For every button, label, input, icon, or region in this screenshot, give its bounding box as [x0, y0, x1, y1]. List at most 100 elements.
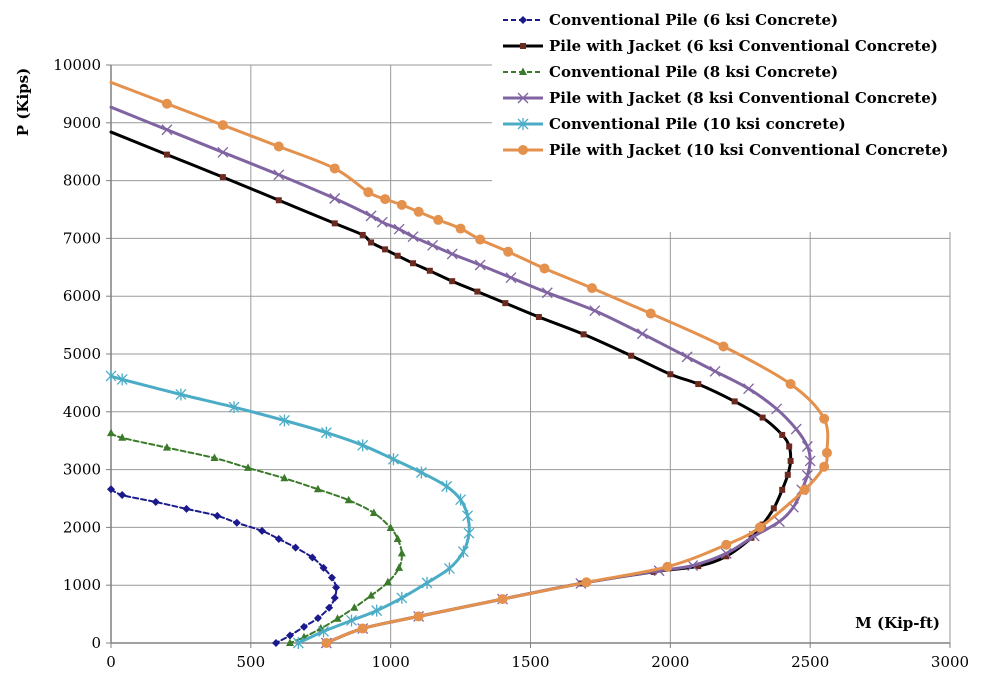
- data-point-2-6: [359, 231, 366, 238]
- data-point-5-11: [455, 493, 467, 506]
- data-point-3-4: [210, 453, 219, 462]
- data-point-4-27: [773, 516, 785, 528]
- data-point-2-9: [394, 252, 401, 259]
- data-point-6-30: [321, 638, 332, 648]
- legend-marker-6: [518, 145, 528, 155]
- data-point-3-13: [395, 563, 404, 571]
- data-point-6-22: [799, 484, 810, 495]
- data-point-3-11: [393, 534, 402, 542]
- data-point-3-5: [244, 463, 253, 471]
- data-point-5-14: [457, 545, 469, 558]
- legend-label-2: Pile with Jacket (6 ksi Conventional Con…: [549, 37, 938, 55]
- y-tick-label-9: 9000: [63, 114, 101, 132]
- data-point-4-22: [801, 441, 813, 452]
- x-tick-label-0: 0: [106, 653, 116, 671]
- data-point-2-13: [474, 288, 481, 295]
- data-point-2-23: [786, 443, 793, 450]
- data-point-3-9: [369, 508, 378, 516]
- x-tick-label-4: 2000: [651, 653, 689, 671]
- data-point-1-1: [107, 485, 115, 494]
- data-point-6-11: [455, 223, 466, 234]
- data-point-4-2: [161, 124, 173, 136]
- legend-marker-2: [520, 43, 526, 49]
- legend-label-3: Conventional Pile (8 ksi Concrete): [549, 63, 838, 81]
- data-point-6-29: [357, 623, 368, 634]
- legend-entry-1: Conventional Pile (6 ksi Concrete): [503, 11, 838, 29]
- data-point-1-7: [258, 526, 267, 535]
- data-point-5-12: [462, 509, 474, 522]
- y-tick-label-6: 6000: [63, 287, 101, 305]
- data-point-5-8: [388, 453, 399, 466]
- legend-marker-1: [519, 16, 527, 24]
- data-point-2-12: [449, 278, 456, 285]
- data-point-3-17: [333, 614, 342, 622]
- data-point-2-21: [759, 414, 766, 421]
- data-point-4-19: [743, 383, 755, 395]
- data-point-4-7: [376, 216, 388, 228]
- data-point-4-29: [720, 547, 732, 559]
- data-point-2-10: [410, 260, 417, 267]
- tick-labels: 0 500 1000 1500 2000 2500 3000 0 1000 2000 3000 400…: [53, 56, 969, 671]
- data-point-1-12: [327, 573, 336, 582]
- data-point-4-11: [446, 248, 458, 260]
- data-point-2-7: [368, 239, 375, 246]
- data-point-5-2: [116, 373, 128, 386]
- data-point-4-3: [217, 146, 229, 158]
- data-point-5-3: [175, 388, 187, 401]
- data-point-5-13: [463, 527, 475, 540]
- data-point-3-8: [344, 495, 353, 504]
- y-tick-label-4: 4000: [63, 403, 101, 421]
- data-point-1-13: [332, 583, 341, 592]
- data-point-6-17: [718, 341, 729, 352]
- legend-marker-5: [517, 118, 529, 130]
- data-point-6-2: [161, 98, 172, 109]
- data-point-2-17: [628, 352, 635, 359]
- legend-entry-2: Pile with Jacket (6 ksi Conventional Con…: [503, 37, 938, 55]
- data-point-5-15: [443, 562, 455, 575]
- data-point-6-5: [329, 163, 340, 174]
- legend-marker-4: [517, 92, 529, 104]
- data-point-2-25: [784, 471, 791, 478]
- data-point-2-30: [723, 553, 730, 560]
- data-point-5-17: [396, 591, 408, 604]
- legend-label-1: Conventional Pile (6 ksi Concrete): [549, 11, 838, 29]
- data-point-4-23: [804, 455, 816, 467]
- legend-entry-5: Conventional Pile (10 ksi concrete): [503, 115, 846, 133]
- series-5: [105, 369, 475, 649]
- data-point-6-6: [363, 187, 374, 198]
- data-point-4-10: [427, 239, 439, 251]
- legend-entry-4: Pile with Jacket (8 ksi Conventional Con…: [503, 89, 938, 107]
- y-axis-title: P (Kips): [14, 68, 32, 136]
- data-point-2-15: [535, 314, 542, 321]
- series-line-5: [109, 374, 471, 645]
- data-point-3-14: [383, 577, 392, 586]
- data-point-3-6: [280, 473, 289, 482]
- y-tick-label-7: 7000: [63, 229, 101, 247]
- data-point-6-23: [754, 522, 765, 533]
- data-point-6-3: [217, 120, 228, 131]
- data-point-2-2: [163, 151, 170, 158]
- data-point-4-5: [329, 193, 341, 204]
- x-axis-title-background: [836, 610, 946, 634]
- data-point-1-9: [291, 543, 300, 552]
- data-point-6-26: [581, 577, 592, 588]
- data-point-4-18: [709, 365, 721, 377]
- data-point-2-8: [382, 246, 389, 253]
- legend-marker-3: [519, 67, 527, 75]
- data-point-1-19: [272, 639, 281, 647]
- data-point-1-14: [330, 593, 339, 602]
- data-point-5-1: [105, 369, 117, 382]
- data-point-5-18: [371, 604, 383, 617]
- data-point-2-19: [695, 381, 702, 388]
- data-point-4-20: [771, 403, 783, 415]
- y-tick-label-8: 8000: [63, 172, 101, 190]
- data-point-5-16: [421, 576, 433, 589]
- data-point-4-12: [474, 259, 486, 271]
- data-point-1-18: [285, 631, 294, 640]
- data-point-5-6: [320, 426, 332, 439]
- data-point-2-22: [779, 431, 786, 438]
- legend-label-6: Pile with Jacket (10 ksi Conventional Co…: [549, 141, 948, 159]
- series-3: [107, 428, 406, 646]
- data-point-2-3: [219, 174, 226, 181]
- data-point-2-31: [695, 563, 702, 570]
